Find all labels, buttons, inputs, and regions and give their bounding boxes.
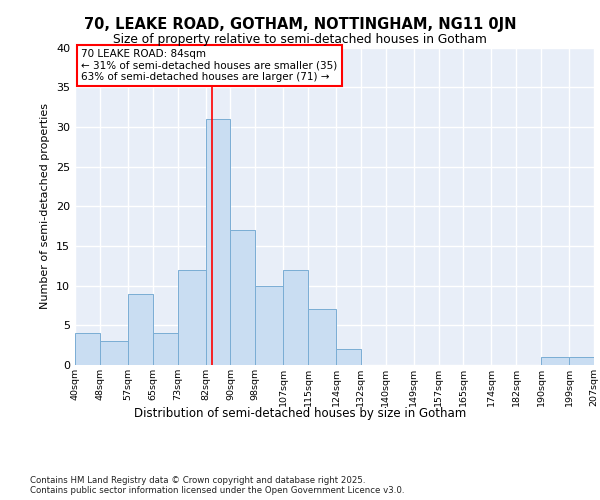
Text: Contains HM Land Registry data © Crown copyright and database right 2025.
Contai: Contains HM Land Registry data © Crown c…	[30, 476, 404, 495]
Bar	[308, 310, 336, 365]
Bar	[541, 357, 569, 365]
Text: Distribution of semi-detached houses by size in Gotham: Distribution of semi-detached houses by …	[134, 408, 466, 420]
Bar	[178, 270, 206, 365]
Text: 70, LEAKE ROAD, GOTHAM, NOTTINGHAM, NG11 0JN: 70, LEAKE ROAD, GOTHAM, NOTTINGHAM, NG11…	[84, 18, 516, 32]
Bar	[336, 349, 361, 365]
Bar	[100, 341, 128, 365]
Bar	[283, 270, 308, 365]
Bar	[230, 230, 255, 365]
Bar	[75, 333, 100, 365]
Y-axis label: Number of semi-detached properties: Number of semi-detached properties	[40, 104, 50, 309]
Text: 70 LEAKE ROAD: 84sqm
← 31% of semi-detached houses are smaller (35)
63% of semi-: 70 LEAKE ROAD: 84sqm ← 31% of semi-detac…	[81, 49, 337, 82]
Bar	[152, 333, 178, 365]
Bar	[128, 294, 152, 365]
Bar	[569, 357, 594, 365]
Bar	[206, 119, 230, 365]
Bar	[255, 286, 283, 365]
Text: Size of property relative to semi-detached houses in Gotham: Size of property relative to semi-detach…	[113, 34, 487, 46]
